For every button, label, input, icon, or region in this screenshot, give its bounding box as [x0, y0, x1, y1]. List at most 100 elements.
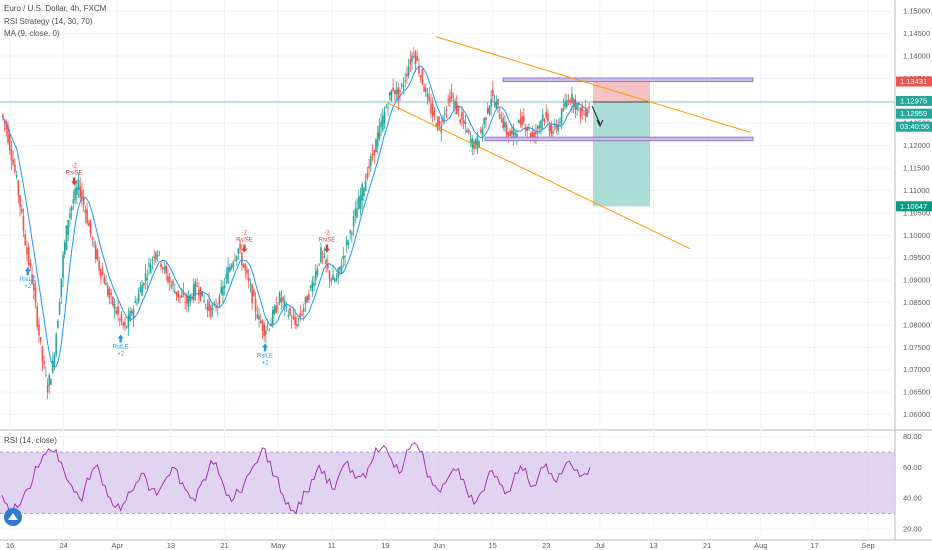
candle-body [39, 337, 42, 342]
candle-body [354, 209, 357, 216]
candle-body [5, 122, 8, 129]
candle-body [287, 315, 290, 317]
indicator-ma[interactable]: MA (9, close, 0) [4, 29, 60, 38]
candle-body [227, 267, 229, 284]
candle-body [29, 263, 32, 267]
candle-body [237, 248, 240, 255]
candle-body [318, 263, 321, 265]
candle-body [375, 139, 377, 153]
tradingview-logo-icon[interactable] [4, 508, 22, 526]
candle-body [201, 291, 204, 297]
candle-body [483, 118, 486, 125]
candle-body [543, 119, 546, 122]
time-tick-label: 16 [6, 541, 14, 550]
price-tick-label: 1.07500 [903, 343, 930, 352]
candle-body [50, 378, 52, 385]
candle-body [516, 134, 518, 138]
candle-body [545, 111, 547, 118]
symbol-title[interactable]: Euro / U.S. Dollar, 4h, FXCM [4, 4, 107, 13]
price-tick-label: 1.09500 [903, 253, 930, 262]
price-tag-stop [896, 76, 932, 87]
ma-line [2, 65, 590, 368]
candle-body [397, 87, 400, 102]
candle-body [220, 287, 223, 294]
candle-body [53, 354, 56, 366]
candle-body [431, 103, 434, 117]
price-tag-timer [896, 121, 932, 132]
candle-body [557, 124, 559, 132]
candle-body [541, 113, 544, 121]
candle-body [320, 247, 322, 263]
short-position-stop-zone [593, 81, 650, 102]
candle-body [100, 268, 102, 278]
indicator-rsi-strategy[interactable]: RSI Strategy (14, 30, 70) [4, 17, 93, 26]
price-tick-label: 1.14500 [903, 29, 930, 38]
candle-body [198, 289, 200, 296]
candle-body [400, 83, 403, 87]
candle-body [490, 99, 492, 107]
long-signal-qty: +2 [117, 351, 125, 357]
candle-body [514, 132, 517, 135]
candle-body [234, 259, 236, 261]
candle-body [120, 314, 123, 322]
candle-body [48, 375, 51, 386]
candle-body [404, 80, 406, 82]
candle-body [253, 290, 255, 297]
candle-body [26, 247, 28, 255]
candle-body [559, 121, 561, 123]
time-tick-label: 11 [328, 541, 336, 550]
candle-body [247, 277, 250, 282]
candle-body [406, 73, 408, 77]
candle-body [70, 206, 73, 212]
drawings-back [0, 81, 895, 207]
candle-body [58, 302, 61, 315]
candle-body [12, 159, 14, 165]
short-position-target-zone [593, 101, 650, 207]
candle-body [368, 166, 370, 169]
candle-body [165, 265, 167, 274]
candle-body [471, 138, 474, 148]
candle-body [244, 264, 247, 271]
time-tick-label: Jun [433, 541, 445, 550]
candle-body [33, 283, 35, 290]
candle-body [27, 247, 30, 265]
candle-body [108, 288, 111, 299]
candle-body [46, 385, 49, 393]
candle-body [560, 109, 563, 124]
candle-body [302, 308, 305, 312]
candle-body [115, 310, 118, 314]
short-signal-arrow-icon [71, 177, 78, 186]
candle-body [548, 124, 551, 132]
time-axis[interactable]: 16 24 Apr 13 21 May 11 19 Jun 15 23 Jul 13 21 Aug 17 Sep [6, 541, 875, 550]
candle-body [75, 187, 78, 195]
candle-body [254, 298, 257, 312]
candle-body [280, 297, 283, 303]
drawings-front[interactable] [387, 36, 754, 250]
rsi-pane-title[interactable]: RSI (14, close) [4, 436, 57, 445]
candle-body [173, 291, 176, 293]
candle-body [241, 252, 243, 266]
candle-body [449, 96, 451, 103]
candle-body [481, 127, 484, 136]
price-tick-label: 1.14000 [903, 52, 930, 61]
candle-body [495, 101, 498, 109]
candle-body [182, 291, 185, 296]
candle-body [509, 130, 511, 137]
candle-body [20, 208, 23, 213]
candle-body [488, 106, 491, 115]
forecast-arrow-head [596, 119, 604, 128]
time-tick-label: 21 [703, 541, 711, 550]
candle-body [82, 197, 85, 205]
candle-body [91, 238, 94, 240]
candle-body [359, 195, 362, 210]
candle-body [500, 120, 503, 123]
candle-body [371, 153, 374, 156]
candle-body [62, 254, 64, 278]
candle-body [466, 130, 468, 132]
candle-body [94, 244, 97, 260]
candle-body [141, 284, 143, 296]
candle-body [299, 313, 302, 318]
price-tick-label: 1.10000 [903, 231, 930, 240]
candle-body [473, 141, 475, 150]
